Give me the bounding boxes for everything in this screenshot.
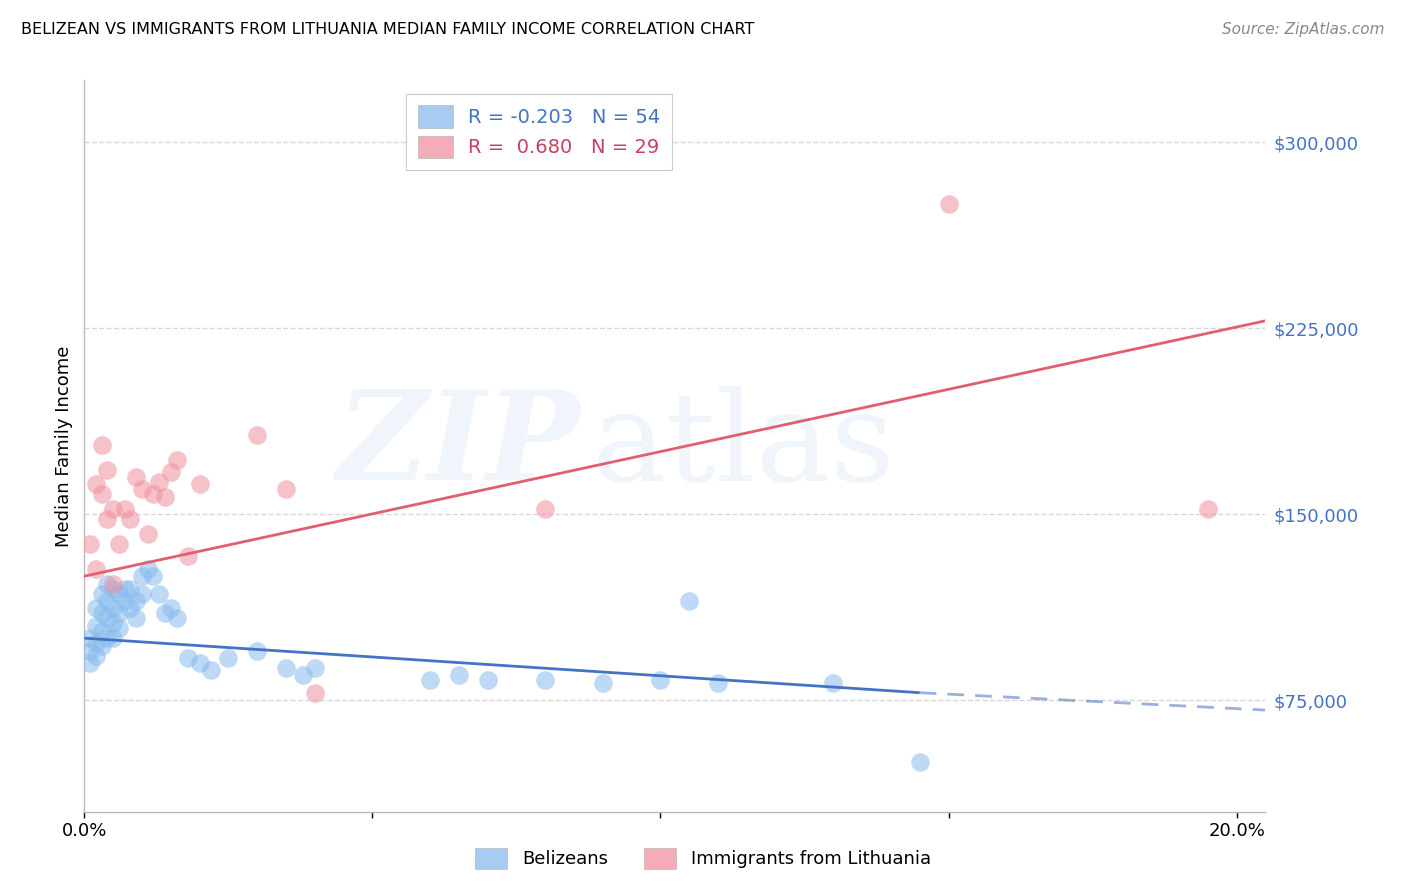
Point <box>246 427 269 442</box>
Point <box>90 624 112 638</box>
Point <box>101 576 124 591</box>
Point <box>292 668 315 682</box>
Point <box>120 582 142 596</box>
Point <box>108 537 131 551</box>
Point <box>304 661 326 675</box>
Point <box>142 487 165 501</box>
Point <box>79 631 101 645</box>
Point <box>90 438 112 452</box>
Point <box>101 616 124 631</box>
Legend: R = -0.203   N = 54, R =  0.680   N = 29: R = -0.203 N = 54, R = 0.680 N = 29 <box>406 94 672 169</box>
Point <box>101 631 124 645</box>
Point <box>908 755 931 769</box>
Point <box>90 639 112 653</box>
Text: BELIZEAN VS IMMIGRANTS FROM LITHUANIA MEDIAN FAMILY INCOME CORRELATION CHART: BELIZEAN VS IMMIGRANTS FROM LITHUANIA ME… <box>21 22 755 37</box>
Point <box>200 664 222 678</box>
Point <box>125 594 148 608</box>
Point <box>108 607 131 621</box>
Point <box>177 549 200 564</box>
Point <box>534 502 557 516</box>
Point <box>153 607 176 621</box>
Point <box>79 643 101 657</box>
Point <box>96 594 118 608</box>
Point <box>823 675 845 690</box>
Y-axis label: Median Family Income: Median Family Income <box>55 345 73 547</box>
Point <box>84 619 107 633</box>
Point <box>419 673 441 688</box>
Point <box>707 675 730 690</box>
Point <box>148 586 170 600</box>
Point <box>274 661 297 675</box>
Point <box>90 607 112 621</box>
Point <box>938 197 960 211</box>
Point <box>477 673 499 688</box>
Point <box>84 562 107 576</box>
Text: atlas: atlas <box>592 385 896 507</box>
Point <box>188 656 211 670</box>
Point <box>79 656 101 670</box>
Point <box>131 483 153 497</box>
Point <box>678 594 700 608</box>
Point <box>166 452 188 467</box>
Text: Source: ZipAtlas.com: Source: ZipAtlas.com <box>1222 22 1385 37</box>
Point <box>131 586 153 600</box>
Point <box>84 601 107 615</box>
Point <box>1197 502 1219 516</box>
Point <box>108 586 131 600</box>
Point <box>79 537 101 551</box>
Point <box>96 462 118 476</box>
Point <box>84 648 107 663</box>
Point <box>90 487 112 501</box>
Point <box>114 582 136 596</box>
Point <box>153 490 176 504</box>
Point <box>131 569 153 583</box>
Point <box>148 475 170 489</box>
Point <box>142 569 165 583</box>
Point <box>120 512 142 526</box>
Point <box>274 483 297 497</box>
Point <box>114 594 136 608</box>
Point <box>125 470 148 484</box>
Legend: Belizeans, Immigrants from Lithuania: Belizeans, Immigrants from Lithuania <box>468 840 938 876</box>
Point <box>217 651 239 665</box>
Point <box>159 601 181 615</box>
Point <box>90 586 112 600</box>
Point <box>447 668 470 682</box>
Point <box>136 527 159 541</box>
Point <box>534 673 557 688</box>
Point <box>101 601 124 615</box>
Point <box>166 611 188 625</box>
Point <box>246 643 269 657</box>
Point <box>101 502 124 516</box>
Point <box>120 601 142 615</box>
Point <box>96 512 118 526</box>
Point <box>84 477 107 491</box>
Point <box>108 621 131 635</box>
Point <box>159 465 181 479</box>
Point <box>101 582 124 596</box>
Point <box>125 611 148 625</box>
Point <box>96 631 118 645</box>
Point <box>650 673 672 688</box>
Point <box>188 477 211 491</box>
Point <box>304 686 326 700</box>
Point <box>84 636 107 650</box>
Point <box>96 576 118 591</box>
Point <box>592 675 614 690</box>
Point <box>136 562 159 576</box>
Point <box>96 611 118 625</box>
Point <box>177 651 200 665</box>
Text: ZIP: ZIP <box>336 385 581 507</box>
Point <box>114 502 136 516</box>
